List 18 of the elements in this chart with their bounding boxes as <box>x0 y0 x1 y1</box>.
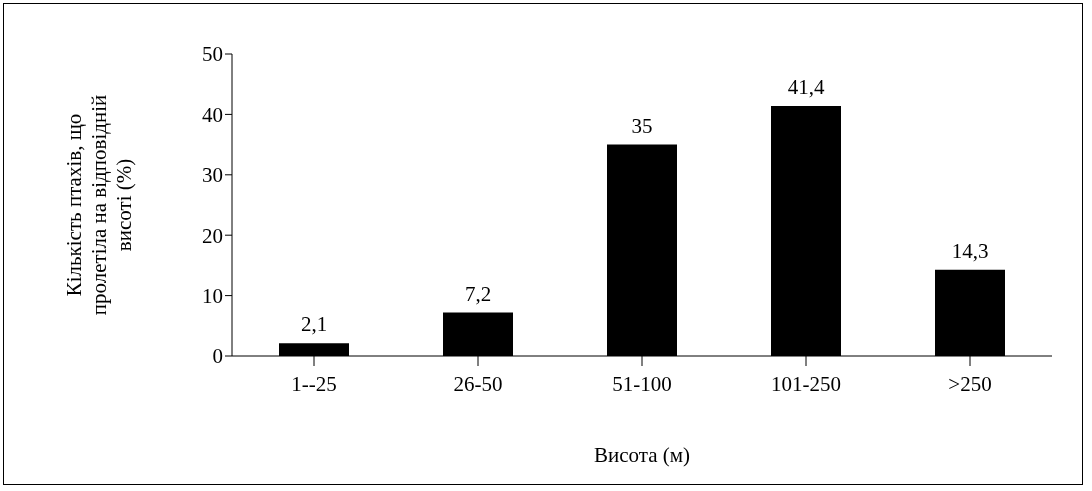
x-tick-label: 51-100 <box>612 371 672 396</box>
y-axis-title: Кількість птахів, що пролетіла на відповідній висоті (%) <box>62 94 136 316</box>
data-label: 7,2 <box>464 281 492 306</box>
y-tick-label: 20 <box>202 223 223 248</box>
data-label: 41,4 <box>787 74 825 99</box>
y-tick-label: 50 <box>202 42 223 67</box>
y-tick-label: 40 <box>202 102 223 127</box>
x-tick-label: 26-50 <box>453 371 503 396</box>
x-axis-title: Висота (м) <box>593 443 691 467</box>
y-tick-label: 30 <box>202 163 223 188</box>
x-tick-label: 1--25 <box>291 371 337 396</box>
y-tick-label: 10 <box>202 284 223 309</box>
data-label: 14,3 <box>951 238 989 263</box>
x-tick-label: >250 <box>948 371 992 396</box>
data-label: 35 <box>631 113 653 138</box>
y-tick-label: 0 <box>212 344 223 369</box>
x-tick-label: 101-250 <box>771 371 841 396</box>
data-label: 2,1 <box>300 312 328 337</box>
